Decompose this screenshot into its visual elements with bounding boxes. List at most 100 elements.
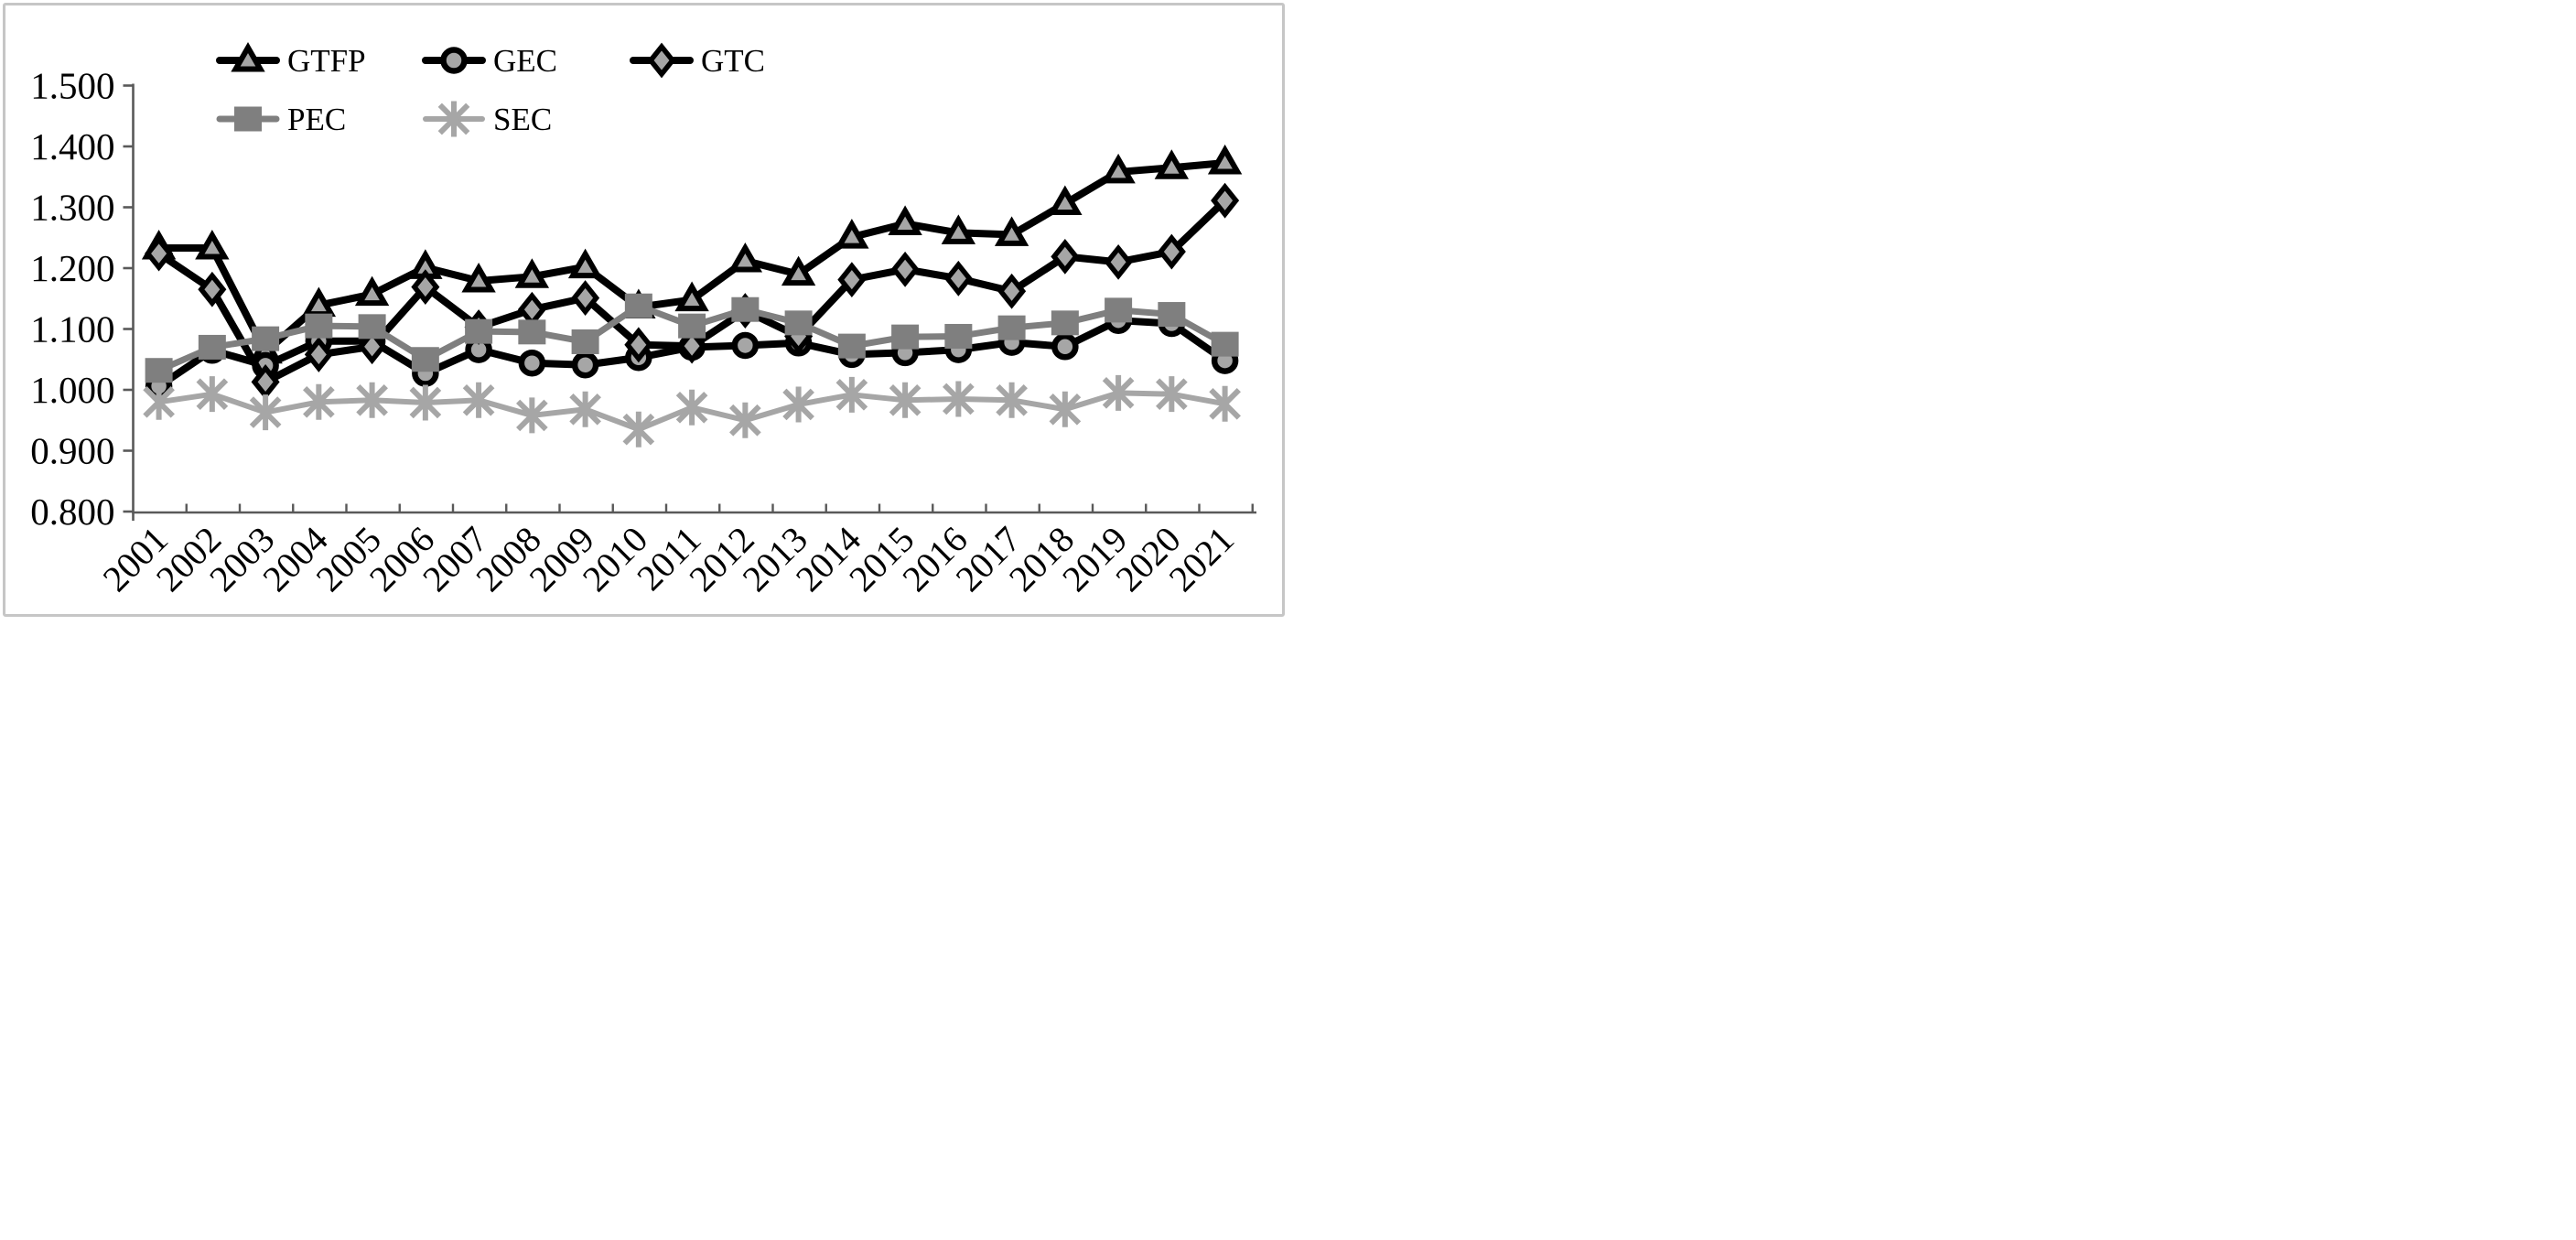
marker-circle (518, 349, 546, 377)
marker-square (784, 310, 813, 336)
legend-label-SEC: SEC (493, 102, 552, 137)
marker-square (624, 293, 652, 318)
series-GTFP (141, 144, 1243, 364)
marker-square (198, 334, 226, 360)
marker-diamond (837, 262, 867, 298)
marker-triangle (1207, 144, 1243, 175)
marker-triangle (301, 286, 337, 318)
marker-square (518, 319, 546, 345)
marker-square (358, 314, 386, 340)
marker-asterisk (249, 396, 282, 428)
marker-diamond (1104, 243, 1133, 280)
marker-asterisk (782, 388, 814, 421)
marker-asterisk (569, 393, 601, 426)
legend-item-GTFP: GTFP (216, 41, 366, 79)
marker-square (1211, 331, 1239, 357)
marker-square (997, 315, 1026, 340)
marker-triangle (354, 275, 390, 307)
legend-label-GTFP: GTFP (287, 43, 366, 79)
marker-asterisk (196, 378, 229, 410)
x-tick-label: 2021 (1161, 519, 1242, 599)
marker-asterisk (1156, 378, 1188, 410)
marker-diamond (624, 327, 653, 363)
marker-triangle (195, 230, 230, 260)
marker-diamond (1157, 233, 1186, 270)
marker-diamond (677, 328, 706, 364)
legend-item-GTC: GTC (630, 42, 765, 79)
y-tick-label: 0.900 (30, 430, 114, 472)
y-tick-label: 0.800 (30, 491, 114, 533)
marker-diamond (145, 235, 174, 272)
y-tick-label: 1.100 (30, 308, 114, 350)
marker-square (1158, 302, 1186, 328)
marker-triangle (461, 262, 496, 293)
marker-triangle (567, 248, 603, 279)
y-tick-label: 1.500 (30, 65, 114, 107)
legend-label-GTC: GTC (701, 43, 765, 79)
marker-square (234, 106, 262, 132)
marker-triangle (888, 205, 922, 235)
marker-triangle (1101, 153, 1136, 184)
marker-diamond (890, 251, 920, 287)
marker-diamond (517, 291, 546, 328)
marker-asterisk (462, 383, 495, 416)
chart-page: 0.800 0.900 1.000 1.100 1.200 1.300 1.400 1.500… (0, 0, 1288, 620)
marker-asterisk (437, 102, 470, 135)
marker-circle (440, 47, 468, 74)
marker-square (252, 326, 280, 351)
marker-circle (731, 331, 760, 360)
series-SEC (143, 374, 1241, 447)
line-chart: 0.800 0.900 1.000 1.100 1.200 1.300 1.400 1.500… (30, 41, 1256, 599)
legend-label-GEC: GEC (493, 43, 557, 79)
marker-triangle (1048, 185, 1083, 216)
marker-asterisk (1102, 376, 1135, 409)
marker-square (731, 297, 760, 322)
series-PEC (145, 293, 1239, 383)
marker-square (678, 313, 706, 339)
marker-triangle (514, 258, 550, 288)
marker-triangle (941, 214, 976, 244)
marker-triangle (994, 216, 1029, 246)
marker-square (145, 358, 173, 383)
marker-asterisk (356, 383, 388, 416)
marker-square (944, 323, 973, 349)
marker-diamond (647, 42, 676, 79)
marker-diamond (1051, 238, 1080, 275)
marker-asterisk (996, 383, 1028, 416)
marker-asterisk (1209, 387, 1241, 420)
marker-diamond (997, 273, 1027, 309)
marker-circle (571, 350, 599, 379)
marker-diamond (943, 260, 973, 297)
marker-asterisk (835, 378, 868, 411)
marker-asterisk (943, 383, 975, 415)
legend-item-SEC: SEC (423, 101, 552, 137)
marker-square (1051, 310, 1079, 336)
y-tick-label: 1.300 (30, 187, 114, 229)
marker-diamond (358, 329, 387, 365)
y-tick-label: 1.400 (30, 125, 114, 167)
legend: GTFP GEC GTC PEC SEC (216, 41, 765, 137)
y-tick-label: 1.000 (30, 369, 114, 411)
y-tick-label: 1.200 (30, 247, 114, 289)
marker-diamond (198, 271, 227, 307)
marker-asterisk (729, 404, 761, 437)
marker-square (411, 347, 439, 372)
marker-square (891, 324, 920, 350)
legend-item-GEC: GEC (422, 43, 557, 79)
marker-circle (1051, 333, 1079, 361)
marker-triangle (231, 41, 265, 72)
marker-triangle (674, 281, 709, 312)
marker-asterisk (516, 399, 548, 432)
marker-asterisk (409, 386, 442, 419)
marker-square (305, 313, 333, 339)
marker-square (1105, 297, 1133, 323)
marker-triangle (1154, 149, 1190, 179)
marker-diamond (411, 269, 440, 306)
legend-item-PEC: PEC (216, 102, 346, 137)
marker-asterisk (1049, 393, 1082, 426)
marker-asterisk (303, 385, 335, 418)
marker-diamond (1211, 182, 1240, 219)
marker-triangle (781, 255, 816, 286)
marker-asterisk (622, 413, 655, 446)
marker-diamond (571, 280, 600, 316)
